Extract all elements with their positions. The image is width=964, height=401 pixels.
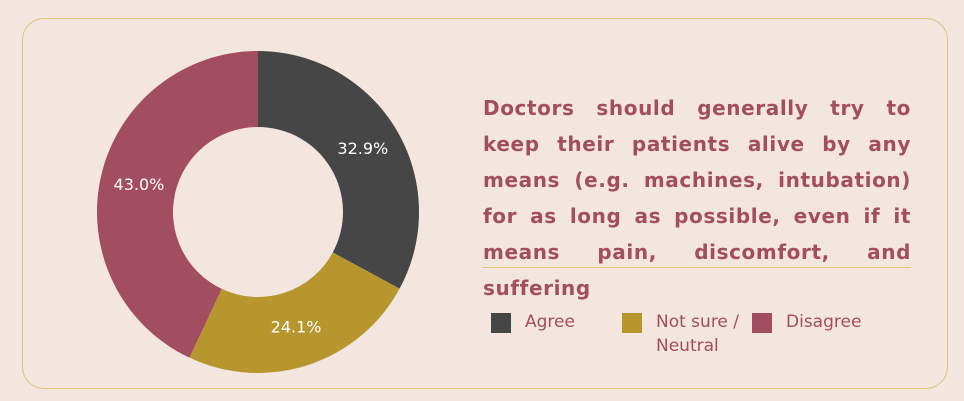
legend-swatch <box>752 313 772 333</box>
value-label: 32.9% <box>337 139 388 158</box>
legend-item: Disagree <box>752 310 886 334</box>
legend-swatch <box>622 313 642 333</box>
value-label: 43.0% <box>114 175 165 194</box>
legend-label: Not sure / Neutral <box>656 312 740 356</box>
donut-slice <box>189 252 400 373</box>
legend-item: Not sure / Neutral <box>622 310 756 358</box>
divider <box>483 267 911 268</box>
chart-title: Doctors should generally try to keep the… <box>483 96 911 300</box>
legend-label: Disagree <box>786 312 862 332</box>
card <box>22 18 948 389</box>
value-label: 24.1% <box>271 317 322 336</box>
legend-item: Agree <box>491 310 625 334</box>
legend-swatch <box>491 313 511 333</box>
legend-label: Agree <box>525 312 575 332</box>
donut-chart: 32.9% 24.1% 43.0% <box>96 50 419 373</box>
donut-slice <box>96 50 258 358</box>
donut-slice <box>258 51 419 289</box>
